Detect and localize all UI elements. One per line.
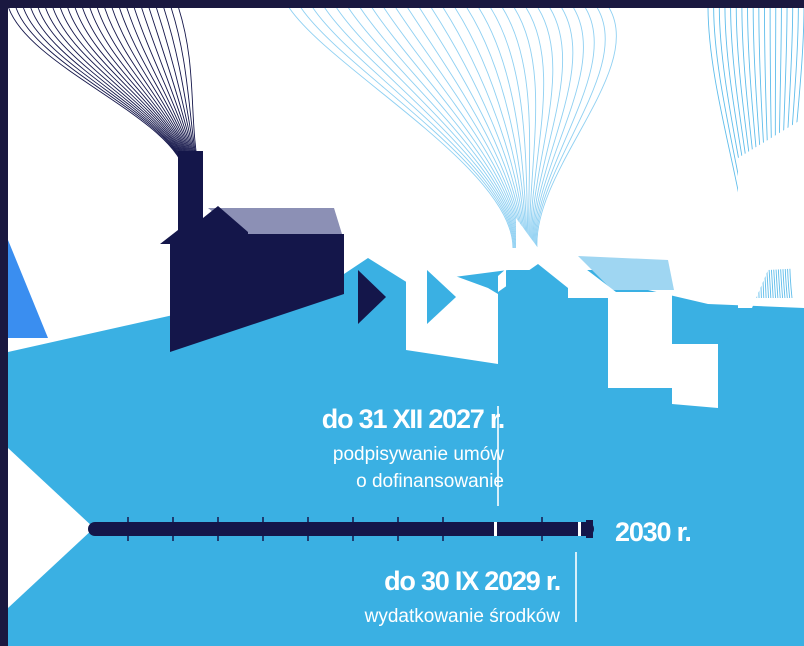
timeline-end-marker	[586, 520, 593, 538]
light-blue-roof	[578, 256, 674, 290]
blue-triangle-shape	[8, 240, 48, 338]
milestone-2-description: wydatkowanie środków	[364, 606, 560, 627]
infographic: do 31 XII 2027 r. podpisywanie umów o do…	[8, 8, 804, 646]
milestone-1-description-line-1: podpisywanie umów	[332, 444, 504, 465]
milestone-1-date: do 31 XII 2027 r.	[321, 404, 505, 434]
far-right-house	[720, 310, 804, 408]
blue-house-facade	[498, 264, 668, 410]
timeline-bar	[88, 522, 594, 536]
light-smoke-lines	[288, 8, 617, 249]
white-chimney	[498, 218, 538, 292]
milestone-2-date: do 30 IX 2029 r.	[384, 566, 561, 596]
dark-house	[160, 151, 344, 352]
timeline-end-year: 2030 r.	[615, 517, 692, 547]
milestone-1-description-line-2: o dofinansowanie	[356, 471, 504, 492]
timeline-ticks	[127, 517, 543, 541]
navy-smoke-lines	[8, 8, 201, 177]
timeline-white-mark-1	[494, 522, 497, 536]
white-house-right	[538, 254, 718, 408]
blue-arrow-shape	[427, 270, 456, 324]
illustration	[8, 8, 804, 646]
navy-arrow-shape	[358, 270, 386, 324]
white-chimney-right	[738, 118, 804, 308]
timeline-white-mark-2	[578, 522, 581, 536]
white-arrow-left	[8, 448, 94, 608]
